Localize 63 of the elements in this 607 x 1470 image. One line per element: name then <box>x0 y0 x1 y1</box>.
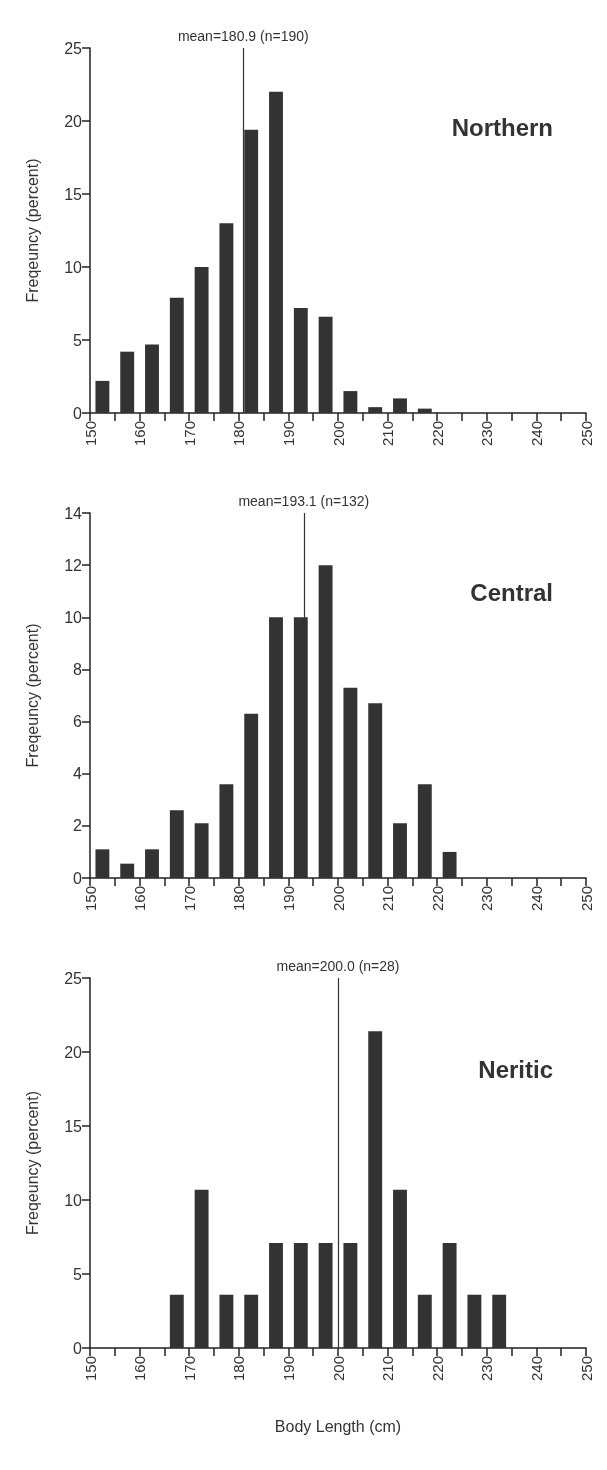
x-tick-label: 190 <box>279 886 297 912</box>
x-tick-label: 180 <box>230 1356 248 1382</box>
x-tick-label: 240 <box>527 886 545 912</box>
x-tick-label: 200 <box>329 886 347 912</box>
ref-line-label: mean=180.9 (n=190) <box>177 28 309 44</box>
y-tick-label: 25 <box>64 39 83 57</box>
y-tick-label: 15 <box>64 1117 83 1135</box>
y-tick-label: 20 <box>64 1043 83 1061</box>
x-tick-label: 230 <box>478 1356 496 1382</box>
ref-line-label: mean=193.1 (n=132) <box>238 493 370 509</box>
x-tick-label: 170 <box>180 886 198 912</box>
x-tick-label: 200 <box>329 1356 347 1382</box>
y-tick-label: 0 <box>73 1339 83 1357</box>
x-tick-label: 250 <box>577 886 595 912</box>
y-tick-label: 25 <box>64 969 83 987</box>
x-tick-label: 150 <box>81 1356 99 1382</box>
x-tick-label: 230 <box>478 421 496 447</box>
x-tick-label: 220 <box>428 421 446 447</box>
x-tick-label: 160 <box>131 1356 149 1382</box>
x-tick-label: 210 <box>379 886 397 912</box>
x-tick-label: 220 <box>428 886 446 912</box>
x-tick-label: 160 <box>131 886 149 912</box>
x-tick-label: 180 <box>230 886 248 912</box>
y-tick-label: 4 <box>73 765 83 783</box>
y-tick-label: 6 <box>73 713 83 731</box>
y-tick-label: 12 <box>64 556 83 574</box>
y-tick-label: 15 <box>64 185 83 203</box>
x-tick-label: 160 <box>131 421 149 447</box>
x-tick-label: 250 <box>577 1356 595 1382</box>
x-tick-label: 170 <box>180 1356 198 1382</box>
y-axis-title: Freqeuncy (percent) <box>23 1090 41 1236</box>
x-tick-label: 150 <box>81 421 99 447</box>
y-tick-label: 8 <box>73 660 83 678</box>
text: Central <box>470 578 553 606</box>
y-axis-title: Freqeuncy (percent) <box>23 623 41 768</box>
y-tick-label: 20 <box>64 112 83 130</box>
x-tick-label: 210 <box>379 1356 397 1382</box>
y-axis-title: Freqeuncy (percent) <box>23 158 41 303</box>
x-tick-label: 210 <box>379 421 397 447</box>
y-tick-label: 10 <box>64 258 83 276</box>
text: Neritic <box>478 1055 554 1083</box>
x-tick-label: 200 <box>329 421 347 447</box>
x-tick-label: 220 <box>428 1356 446 1382</box>
x-tick-label: 240 <box>527 1356 545 1382</box>
y-tick-label: 14 <box>64 504 83 522</box>
y-tick-label: 5 <box>73 1265 83 1283</box>
x-tick-label: 170 <box>180 421 198 447</box>
ref-line-label: mean=200.0 (n=28) <box>276 958 400 974</box>
x-tick-label: 230 <box>478 886 496 912</box>
x-tick-label: 180 <box>230 421 248 447</box>
y-tick-label: 0 <box>73 869 83 887</box>
x-tick-label: 240 <box>527 421 545 447</box>
x-tick-label: 150 <box>81 886 99 912</box>
y-tick-label: 10 <box>64 608 83 626</box>
x-tick-label: 250 <box>577 421 595 447</box>
x-tick-label: 190 <box>279 421 297 447</box>
y-tick-label: 5 <box>73 331 83 349</box>
x-tick-label: 190 <box>279 1356 297 1382</box>
y-tick-label: 10 <box>64 1191 83 1209</box>
x-axis-title: Body Length (cm) <box>274 1417 402 1435</box>
y-tick-label: 0 <box>73 404 83 422</box>
y-tick-label: 2 <box>73 817 83 835</box>
text: Northern <box>451 113 554 141</box>
